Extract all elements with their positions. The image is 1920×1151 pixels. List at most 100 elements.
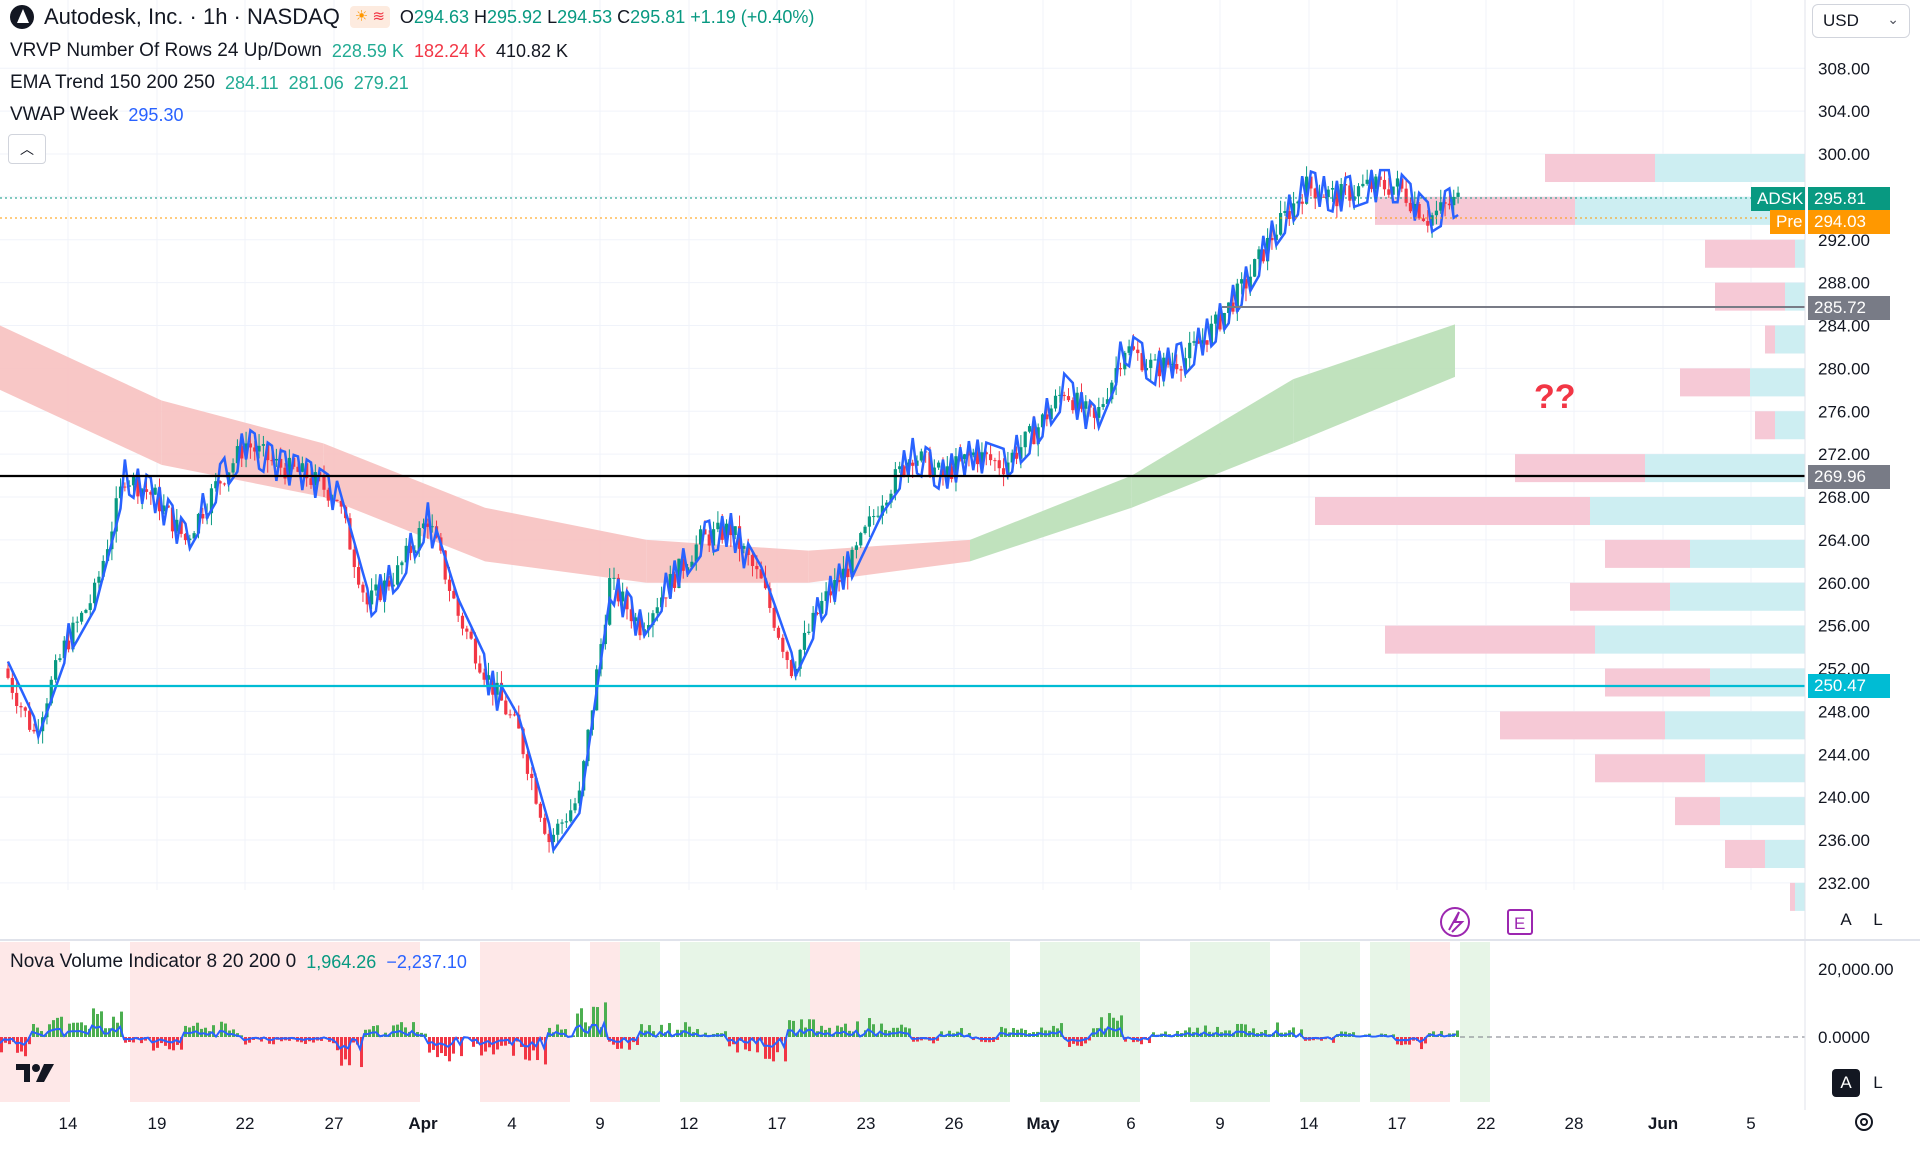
candle-body — [1270, 237, 1274, 241]
candle-body — [460, 615, 465, 629]
question-annotation: ?? — [1534, 378, 1576, 416]
candle-body — [1274, 234, 1278, 241]
market-status-icon[interactable]: ☀ ≋ — [349, 6, 390, 28]
auto-scale-button-volume[interactable]: A — [1832, 1069, 1860, 1097]
volume-bar — [504, 1037, 507, 1046]
candle-body — [655, 607, 659, 614]
candle-body — [668, 574, 672, 598]
candle-body — [560, 822, 564, 824]
symbol-title[interactable]: Autodesk, Inc. · 1h · NASDAQ — [44, 4, 340, 29]
candle-body — [824, 591, 828, 601]
candle-body — [1162, 357, 1166, 377]
candle-body — [1296, 201, 1300, 204]
candle-body — [988, 454, 993, 461]
volume-bar — [472, 1037, 475, 1047]
volume-bar — [728, 1037, 731, 1047]
candle-body — [997, 460, 1001, 469]
candle-body — [711, 529, 716, 546]
candle-body — [720, 522, 724, 540]
volume-bar — [440, 1037, 443, 1054]
candle-body — [322, 476, 326, 490]
candle-body — [634, 617, 638, 622]
volume-profile-up-bar — [1785, 282, 1805, 311]
earnings-icon[interactable]: E — [1507, 909, 1533, 935]
candle-body — [1092, 407, 1097, 418]
candle-body — [253, 447, 257, 452]
candle-body — [1045, 414, 1049, 420]
volume-profile-up-bar — [1775, 411, 1805, 440]
volume-bar — [168, 1037, 171, 1050]
candle-body — [1430, 215, 1434, 226]
candle-body — [495, 682, 499, 695]
settings-gear-icon[interactable] — [1855, 1113, 1873, 1131]
candle-body — [387, 580, 391, 587]
candle-body — [681, 558, 685, 571]
volume-bar — [436, 1037, 439, 1058]
ema-cloud-segment — [485, 507, 647, 583]
candle-body — [898, 466, 902, 470]
candle-body — [690, 561, 694, 568]
volume-bar — [344, 1037, 347, 1060]
volume-bar — [456, 1037, 459, 1040]
ema-legend[interactable]: EMA Trend 150 200 250 284.11 281.06 279.… — [10, 72, 409, 93]
candle-body — [123, 486, 127, 488]
candle-body — [257, 445, 261, 452]
log-scale-button[interactable]: L — [1873, 910, 1883, 929]
volume-bar — [564, 1029, 567, 1037]
auto-scale-button[interactable]: A — [1840, 910, 1852, 929]
log-scale-button-volume[interactable]: L — [1873, 1073, 1883, 1092]
candle-body — [937, 462, 941, 468]
volume-bar — [1080, 1037, 1083, 1047]
volume-bar — [548, 1027, 551, 1037]
candle-body — [802, 632, 807, 650]
volume-bar — [1240, 1023, 1243, 1037]
candle-body — [1058, 394, 1062, 396]
volume-bar — [584, 1022, 587, 1037]
replay-icon[interactable] — [1440, 907, 1470, 937]
candle-body — [755, 565, 759, 570]
volume-bar — [1424, 1037, 1427, 1044]
price-axis: 308.00304.00300.00296.00292.00288.00284.… — [1818, 59, 1870, 893]
candle-body — [473, 638, 478, 664]
volume-bar — [1024, 1029, 1027, 1037]
volume-profile-up-bar — [1595, 625, 1805, 654]
candle-body — [846, 568, 850, 577]
candle-body — [153, 487, 157, 495]
candle-body — [214, 481, 218, 489]
candle-body — [1175, 364, 1179, 370]
volume-bar — [724, 1031, 727, 1037]
last-price-tag: 295.81 — [1808, 187, 1890, 211]
candle-body — [421, 523, 426, 529]
candle-body — [1322, 196, 1326, 198]
candle-body — [1179, 369, 1183, 371]
candle-body — [863, 526, 867, 534]
time-axis-label: 17 — [768, 1114, 787, 1133]
volume-bar — [576, 1013, 579, 1037]
volume-bar — [1236, 1023, 1239, 1037]
vrvp-legend[interactable]: VRVP Number Of Rows 24 Up/Down 228.59 K … — [10, 40, 569, 61]
candle-body — [729, 523, 733, 536]
volume-bar — [908, 1028, 911, 1037]
candle-body — [1170, 364, 1174, 366]
vwap-legend[interactable]: VWAP Week 295.30 — [10, 104, 184, 125]
candle-body — [1326, 189, 1330, 198]
volume-bar — [8, 1037, 11, 1045]
candle-body — [443, 550, 447, 580]
collapse-legend-button[interactable]: ︿ — [8, 134, 46, 164]
candle-body — [1001, 468, 1006, 475]
volume-bar — [844, 1023, 847, 1037]
volume-bar — [428, 1037, 431, 1053]
nova-legend[interactable]: Nova Volume Indicator 8 20 200 0 1,964.2… — [10, 951, 467, 972]
candle-body — [638, 617, 642, 636]
currency-select[interactable]: USD ⌄ — [1812, 4, 1910, 38]
candle-body — [361, 584, 365, 593]
ema-cloud-segment — [0, 325, 162, 465]
volume-bar — [748, 1037, 751, 1052]
volume-bar — [1264, 1030, 1267, 1037]
candle-body — [707, 534, 711, 546]
volume-bar — [580, 1008, 583, 1037]
price-axis-label: 276.00 — [1818, 402, 1870, 421]
symbol-logo-icon[interactable] — [10, 5, 34, 29]
candle-body — [1382, 179, 1387, 190]
